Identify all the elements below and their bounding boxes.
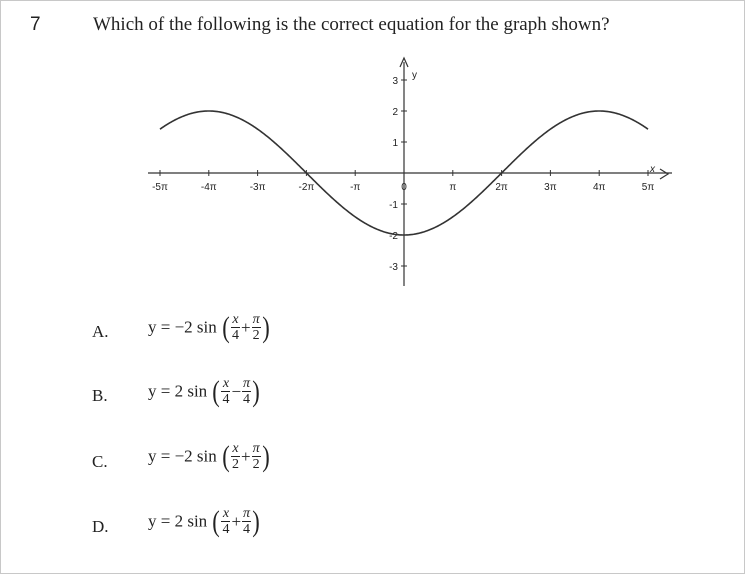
choice-b-equation[interactable]: y = 2 sin (x 4− π 4) [148, 374, 260, 408]
choice-c-equation[interactable]: y = −2 sin (x 2 + π 2) [148, 439, 270, 473]
x-tick-label: 4π [593, 182, 606, 193]
choice-d-den1: 4 [222, 522, 230, 537]
choice-b-den1: 4 [222, 392, 230, 407]
choice-a-num1: x [231, 312, 241, 328]
question-number: 7 [30, 14, 41, 35]
x-tick-label: -3π [250, 182, 266, 193]
choice-b-den2: 4 [243, 392, 251, 407]
choice-c-den1: 2 [232, 457, 240, 472]
x-tick-label: -π [350, 182, 360, 193]
x-tick-label: -4π [201, 182, 217, 193]
choice-a-op: + [241, 317, 251, 337]
choice-d-num1: x [221, 506, 231, 522]
y-tick-label: 3 [392, 76, 398, 87]
x-axis-label: x [649, 164, 656, 175]
y-tick-label: -1 [389, 200, 398, 211]
choice-c-lhs: y = −2 sin [148, 446, 217, 466]
choice-c-num2: π [251, 441, 261, 457]
choice-c-letter: C. [92, 452, 108, 471]
choice-d-equation[interactable]: y = 2 sin (x 4 + π 4) [148, 504, 260, 538]
y-axis-label: y [412, 70, 417, 81]
y-tick-label: -3 [389, 262, 398, 273]
y-tick-label: 2 [392, 107, 398, 118]
choice-b-num1: x [221, 376, 231, 392]
sine-curve [159, 110, 649, 236]
x-axis-arrow [659, 168, 670, 180]
x-tick-label: 0 [401, 182, 407, 193]
choice-a-lhs: y = −2 sin [148, 317, 217, 337]
x-tick-label: 5π [642, 182, 655, 193]
choice-a-den2: 2 [252, 328, 260, 343]
x-tick-label: -2π [299, 182, 315, 193]
choice-b-op: − [231, 381, 242, 401]
choice-b-lhs: y = 2 sin [148, 381, 208, 401]
y-tick-label: 1 [392, 138, 398, 149]
choice-a-equation[interactable]: y = −2 sin (x 4 + π 2) [148, 310, 270, 344]
choice-d-letter: D. [92, 517, 109, 536]
question-text: Which of the following is the correct eq… [93, 14, 610, 35]
choice-a-letter: A. [92, 322, 109, 341]
graph-axes: yx [148, 56, 672, 286]
choice-d-op: + [231, 511, 242, 531]
choice-c-num1: x [231, 441, 241, 457]
choice-a-num2: π [251, 312, 261, 328]
choice-a-den1: 4 [232, 328, 240, 343]
choice-d-den2: 4 [243, 522, 251, 537]
y-tick-label: -2 [389, 231, 398, 242]
choice-b-letter: B. [92, 386, 108, 405]
x-tick-label: 3π [544, 182, 557, 193]
x-tick-label: -5π [152, 182, 168, 193]
x-tick-label: π [449, 182, 456, 193]
choice-c-den2: 2 [252, 457, 260, 472]
choice-d-num2: π [242, 506, 252, 522]
x-tick-label: 2π [495, 182, 508, 193]
y-axis-arrow [399, 56, 409, 68]
choice-b-num2: π [242, 376, 252, 392]
choice-d-lhs: y = 2 sin [148, 511, 208, 531]
choice-c-op: + [241, 446, 251, 466]
graph-ticks: -5π -4π -3π -2π -π 0 π 2π 3π 4π 5π 3 2 1 -1 -2 -3 [152, 76, 654, 273]
